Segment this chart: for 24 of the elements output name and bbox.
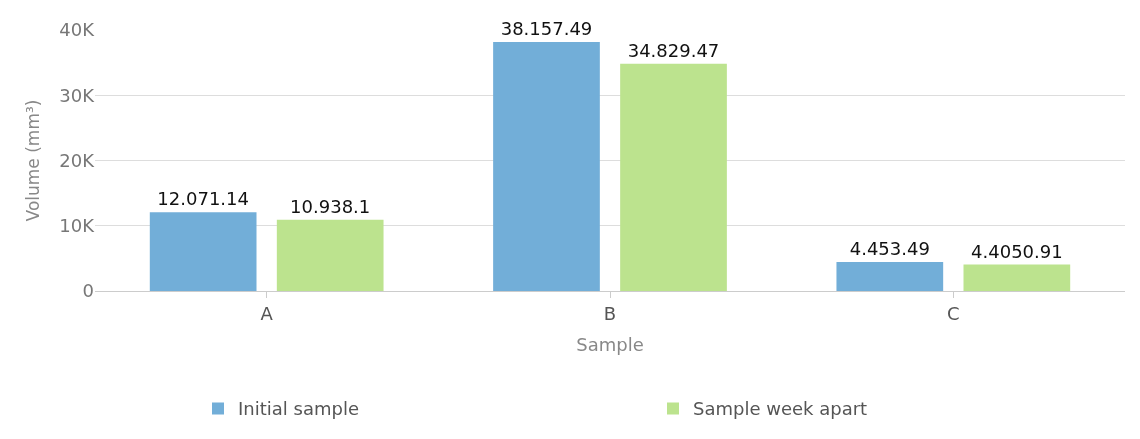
data-label: 4.453.49 — [849, 237, 930, 259]
x-tick-label: C — [947, 302, 960, 324]
legend-label: Sample week apart — [693, 398, 868, 420]
x-tick-label: A — [260, 302, 274, 324]
data-label: 38.157.49 — [500, 18, 593, 40]
bar — [149, 212, 257, 291]
legend-label: Initial sample — [238, 398, 359, 420]
y-axis-title: Volume (mm³) — [22, 99, 43, 222]
y-tick-label: 20K — [59, 149, 96, 171]
data-label: 10.938.1 — [290, 195, 371, 217]
bar — [493, 42, 600, 291]
data-label: 4.4050.91 — [971, 240, 1063, 262]
bar — [963, 264, 1071, 291]
bar — [620, 63, 727, 291]
x-axis-title: Sample — [576, 333, 644, 355]
data-label: 34.829.47 — [627, 39, 720, 61]
y-tick-label: 30K — [59, 84, 96, 106]
x-tick-label: B — [603, 302, 617, 324]
bar — [276, 219, 384, 291]
data-label: 12.071.14 — [157, 188, 249, 210]
y-tick-label: 40K — [59, 19, 96, 41]
y-tick-label: 0 — [82, 280, 94, 302]
bar — [836, 261, 944, 291]
y-tick-label: 10K — [59, 215, 96, 237]
